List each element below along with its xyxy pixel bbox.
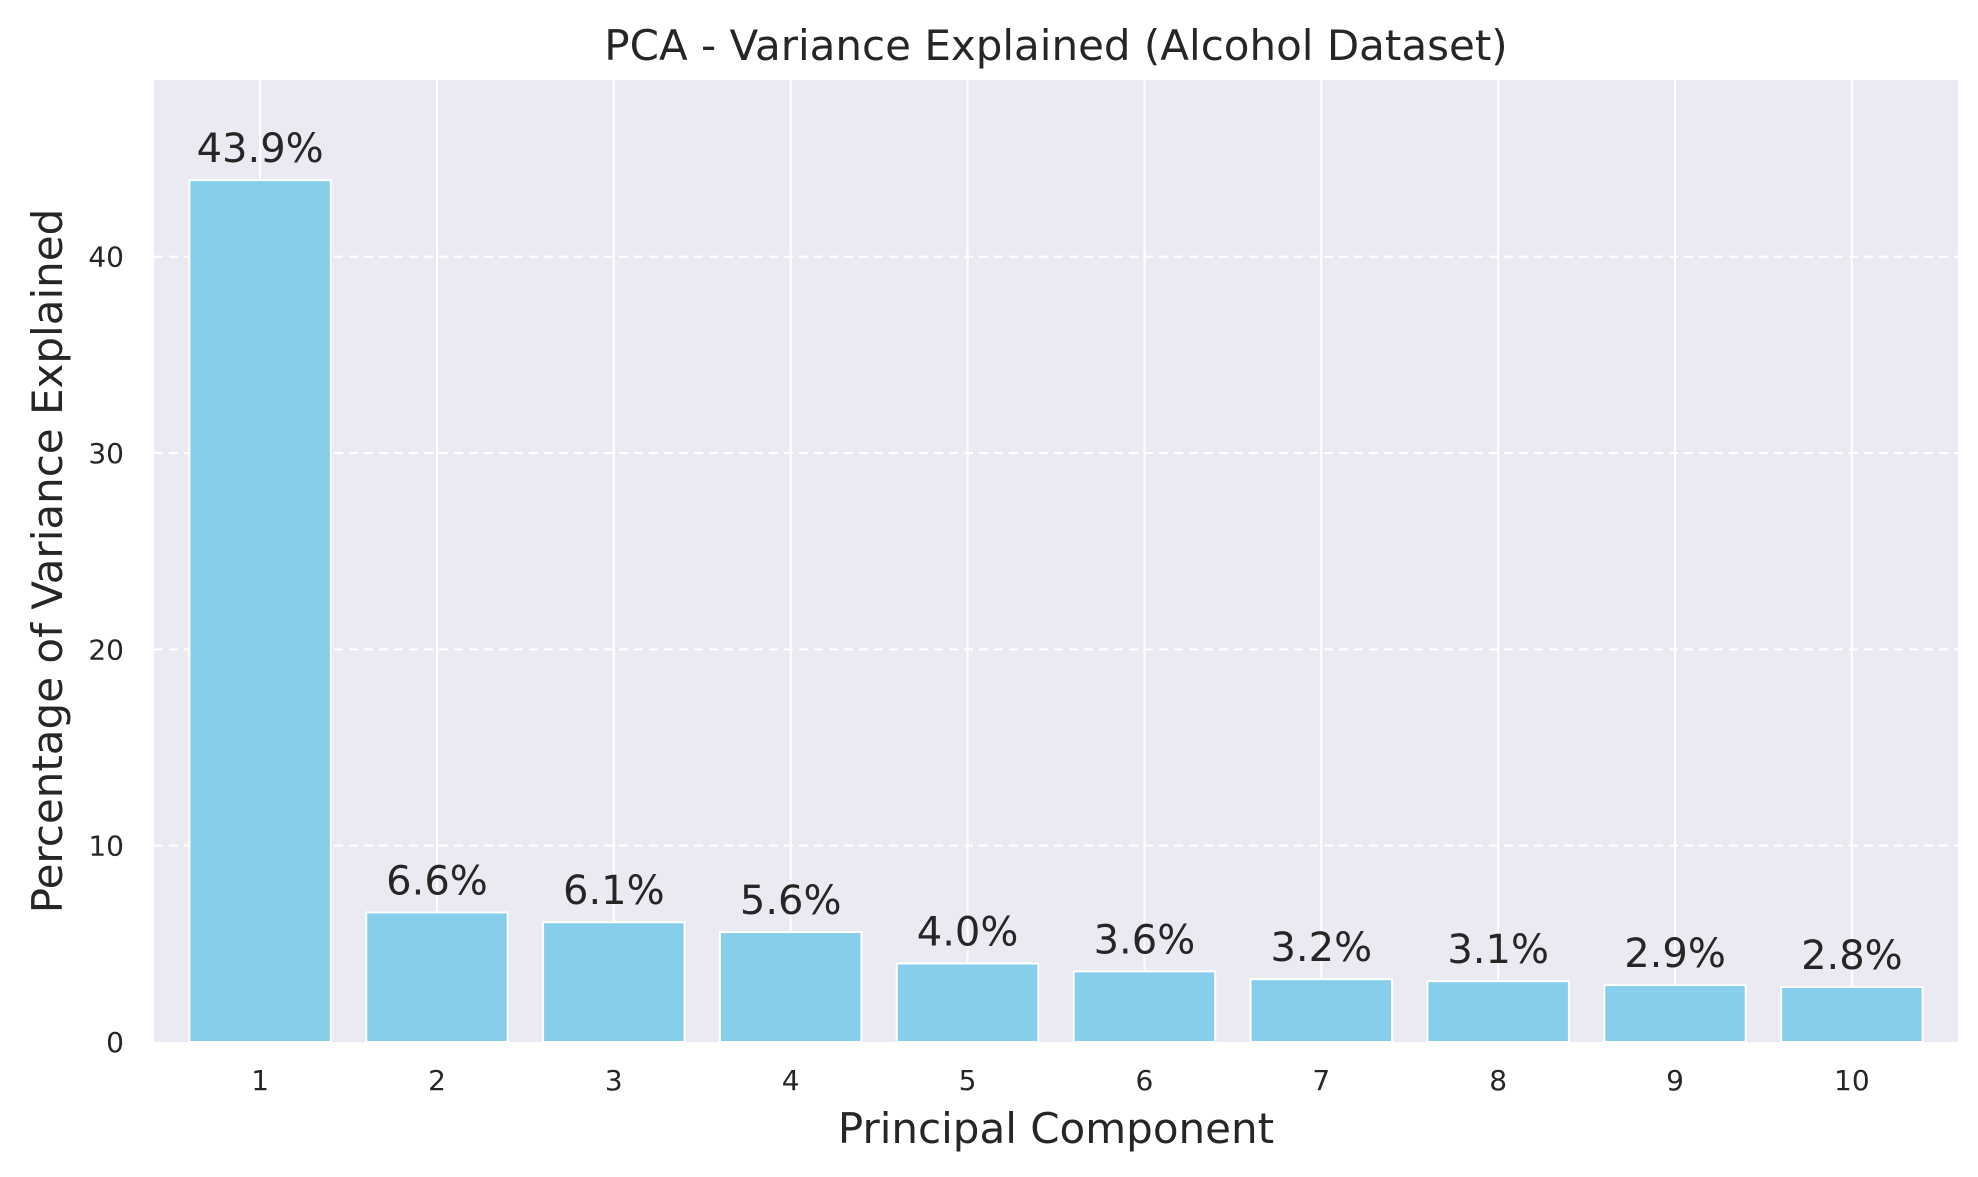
bar	[1072, 970, 1217, 1043]
x-tick-label: 9	[1666, 1064, 1684, 1097]
bar	[718, 931, 863, 1043]
y-axis-label: Percentage of Variance Explained	[23, 209, 72, 913]
y-axis-ticks: 0 10 20 30 40	[88, 241, 124, 1059]
y-tick-label: 20	[88, 633, 124, 666]
bar-data-label: 43.9%	[197, 126, 324, 172]
bar-data-label: 4.0%	[917, 909, 1019, 955]
bar-data-label: 3.2%	[1270, 925, 1372, 971]
bar	[542, 921, 686, 1044]
x-tick-label: 3	[605, 1064, 623, 1097]
y-tick-label: 0	[106, 1026, 124, 1059]
x-tick-label: 2	[428, 1064, 446, 1097]
y-tick-label: 10	[88, 830, 124, 863]
chart-title: PCA - Variance Explained (Alcohol Datase…	[604, 21, 1507, 70]
y-tick-label: 40	[88, 241, 124, 274]
bars	[188, 179, 1924, 1044]
bar	[895, 962, 1040, 1043]
y-tick-label: 30	[88, 437, 124, 470]
grid-lines	[154, 80, 1958, 1042]
x-axis-label: Principal Component	[838, 1104, 1274, 1153]
bar-data-label: 5.6%	[740, 878, 842, 924]
x-axis-ticks: 1 2 3 4 5 6 7 8 9 10	[251, 1064, 1869, 1097]
bar	[1249, 978, 1394, 1044]
bar	[1603, 984, 1747, 1043]
bar	[365, 911, 509, 1044]
bar	[1426, 980, 1570, 1044]
data-labels: 43.9% 6.6% 6.1% 5.6% 4.0% 3.6% 3.2% 3.1% 2.9% 2.8…	[197, 126, 1903, 979]
bar-data-label: 3.1%	[1447, 927, 1549, 973]
plot-area	[154, 80, 1958, 1042]
bar-data-label: 6.1%	[563, 868, 665, 914]
bar-data-label: 2.9%	[1624, 931, 1726, 977]
bar-data-label: 6.6%	[386, 858, 488, 904]
bar-data-label: 3.6%	[1094, 917, 1196, 963]
x-tick-label: 1	[251, 1064, 269, 1097]
bar	[188, 179, 332, 1043]
x-tick-label: 5	[959, 1064, 977, 1097]
x-tick-label: 8	[1489, 1064, 1507, 1097]
x-tick-label: 4	[782, 1064, 800, 1097]
bar-data-label: 2.8%	[1801, 933, 1903, 979]
bar	[1780, 986, 1924, 1043]
x-tick-label: 6	[1136, 1064, 1154, 1097]
x-tick-label: 10	[1834, 1064, 1870, 1097]
x-tick-label: 7	[1312, 1064, 1330, 1097]
